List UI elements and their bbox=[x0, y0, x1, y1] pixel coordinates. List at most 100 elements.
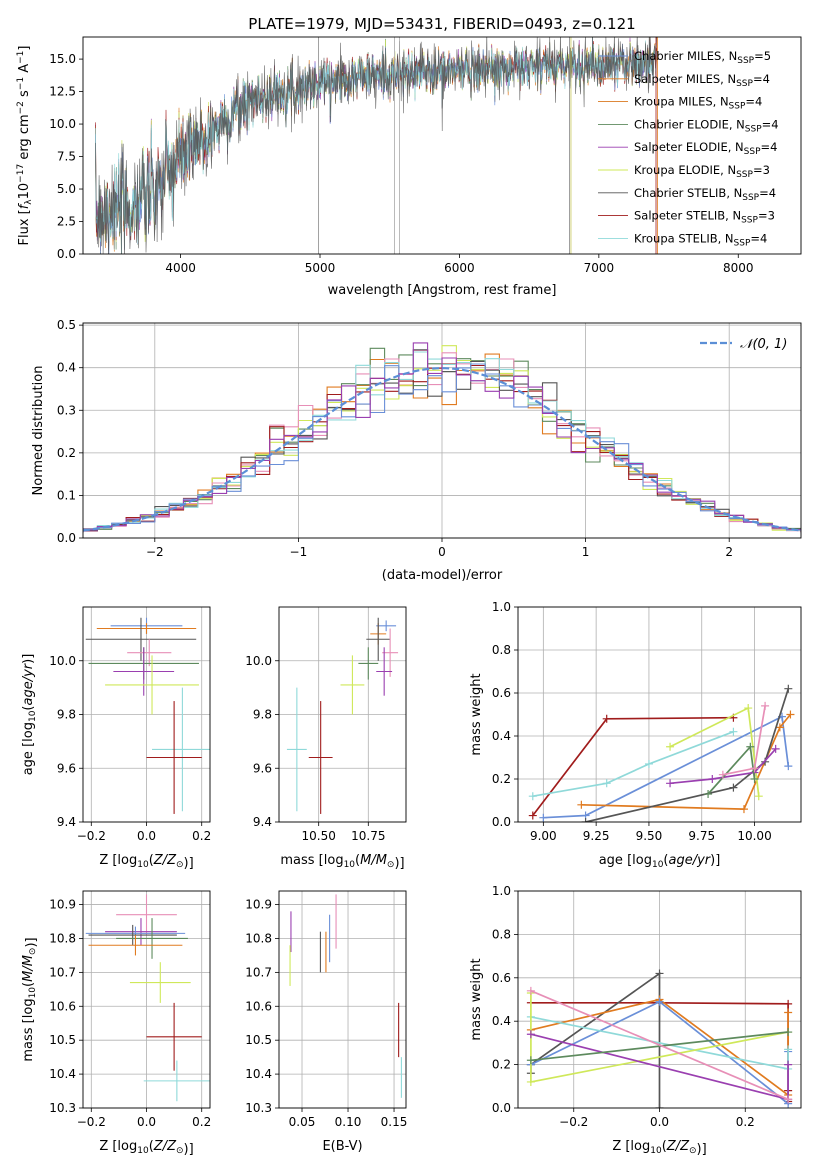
weight-marker-kroupa_elodie bbox=[526, 1077, 535, 1086]
y-tick-label: 10.6 bbox=[49, 999, 76, 1013]
y-tick-label: 0.5 bbox=[57, 318, 76, 332]
plot-area bbox=[526, 969, 793, 1108]
label-part: =4 bbox=[750, 231, 767, 245]
axes-frame bbox=[82, 322, 802, 539]
y-tick-label: 10.3 bbox=[245, 1101, 272, 1115]
label-part: SSP bbox=[734, 238, 751, 248]
x-tick-label: 9.50 bbox=[636, 829, 663, 843]
label-part: ⊙ bbox=[689, 1146, 697, 1156]
grid-lines bbox=[279, 891, 406, 1109]
y-tick-label: 0.4 bbox=[57, 361, 76, 375]
label-part: 10 bbox=[344, 860, 356, 870]
label-part: SSP bbox=[744, 147, 761, 157]
y-tick-label: 9.6 bbox=[253, 761, 272, 775]
z-mass-axes: −0.2 0.0 0.2 10.3 10.4 10.5 10.6 10.7 10.8 10.9 bbox=[49, 890, 211, 1129]
label-part: )] bbox=[697, 1142, 707, 1157]
plot-area bbox=[528, 684, 795, 822]
weight-marker-kroupa_stelib bbox=[528, 792, 537, 801]
weight-marker-pink bbox=[526, 986, 535, 995]
x-tick-label: 0.0 bbox=[650, 1115, 669, 1129]
y-tick-label: 0.0 bbox=[492, 815, 511, 829]
label-part: Salpeter ELODIE, N bbox=[634, 140, 744, 154]
weight-marker-salpeter_elodie bbox=[784, 1060, 793, 1069]
x-tick-label: 9.75 bbox=[688, 829, 715, 843]
label-part: M/M bbox=[21, 955, 36, 982]
label-part: Z/Z bbox=[153, 1139, 177, 1154]
label-part: ( bbox=[662, 1139, 667, 1154]
weight-marker-pink bbox=[761, 701, 770, 710]
plot-area bbox=[289, 894, 402, 1098]
age-weight-ylabel: mass weight bbox=[469, 673, 484, 755]
y-tick-label: 0.6 bbox=[492, 971, 511, 985]
weight-marker-chabrier_elodie bbox=[784, 1028, 793, 1037]
label-part: SSP bbox=[737, 56, 754, 66]
axes-frame bbox=[517, 890, 802, 1109]
weight-line-chabrier_stelib bbox=[585, 688, 790, 822]
weight-marker-salpeter_miles bbox=[784, 1008, 793, 1017]
label-part: ( bbox=[149, 1139, 154, 1154]
weight-marker-chabrier_stelib bbox=[784, 684, 793, 693]
x-tick-label: 7000 bbox=[584, 261, 615, 275]
z-weight-xlabel: Z [log10(Z/Z⊙)] bbox=[612, 1139, 706, 1157]
weight-marker-chabrier_miles bbox=[784, 762, 793, 771]
legend-entry-chabrier_elodie: Chabrier ELODIE, NSSP=4 bbox=[634, 117, 779, 134]
ebv-mass-axes: 0.05 0.10 0.15 10.3 10.4 10.5 10.6 10.7 10.8 10.9 bbox=[245, 890, 408, 1129]
gaussian-legend-label: 𝒩(0, 1) bbox=[740, 337, 787, 352]
z-age-xlabel: Z [log10(Z/Z⊙)] bbox=[99, 853, 193, 871]
label-part: Chabrier STELIB, N bbox=[634, 186, 742, 200]
label-part: 10 bbox=[137, 1146, 149, 1156]
weight-marker-kroupa_stelib bbox=[644, 759, 653, 768]
weight-line-kroupa_stelib bbox=[532, 730, 734, 798]
y-tick-label: 0.8 bbox=[492, 643, 511, 657]
weight-marker-salpeter_stelib bbox=[602, 714, 611, 723]
y-tick-label: 0.3 bbox=[57, 403, 76, 417]
gaussian-curve bbox=[83, 367, 801, 532]
y-tick-label: 0.8 bbox=[492, 927, 511, 941]
label-part: Z [log bbox=[612, 1139, 650, 1154]
x-tick-label: 9.25 bbox=[583, 829, 610, 843]
weight-marker-salpeter_elodie bbox=[708, 775, 717, 783]
label-part: 10 bbox=[28, 710, 38, 722]
spectrum-axes: 4000 5000 6000 7000 8000 0.0 2.5 5.0 7.5 10.0 12.5… bbox=[49, 36, 802, 275]
x-tick-label: 0.2 bbox=[192, 829, 211, 843]
label-part: Z [log bbox=[99, 853, 137, 868]
label-part: SSP bbox=[729, 102, 746, 112]
weight-marker-chabrier_miles bbox=[655, 997, 664, 1006]
x-tick-label: −0.2 bbox=[77, 1115, 106, 1129]
weight-line-salpeter_stelib bbox=[532, 716, 734, 817]
label-part: 10 bbox=[17, 183, 32, 200]
y-tick-label: 10.6 bbox=[245, 999, 272, 1013]
label-part: erg cm bbox=[17, 114, 32, 163]
spectrum-title: PLATE=1979, MJD=53431, FIBERID=0493, z=0… bbox=[248, 15, 635, 33]
label-part: M/M bbox=[360, 853, 387, 868]
x-tick-label: 0.15 bbox=[381, 1115, 408, 1129]
y-tick-label: 10.0 bbox=[49, 117, 76, 131]
weight-marker-chabrier_stelib bbox=[655, 969, 664, 978]
y-tick-label: 10.3 bbox=[49, 1101, 76, 1115]
label-part: =4 bbox=[745, 95, 762, 109]
label-part: )] bbox=[24, 937, 39, 947]
y-tick-label: 0.0 bbox=[57, 247, 76, 261]
plot-area bbox=[95, 37, 658, 254]
label-part: λ bbox=[24, 199, 34, 205]
x-tick-label: 10.00 bbox=[737, 829, 771, 843]
x-tick-label: 0.0 bbox=[137, 829, 156, 843]
weight-line-pink bbox=[530, 990, 789, 1101]
y-tick-label: 0.6 bbox=[492, 686, 511, 700]
x-tick-label: −0.2 bbox=[559, 1115, 588, 1129]
label-part: ( bbox=[21, 706, 36, 711]
y-tick-label: 0.4 bbox=[492, 729, 511, 743]
weight-marker-salpeter_stelib bbox=[784, 999, 793, 1008]
label-part: 10 bbox=[28, 987, 38, 999]
ebv-mass-xlabel: E(B-V) bbox=[322, 1139, 362, 1154]
weight-line-pink bbox=[722, 705, 766, 776]
y-tick-label: 10.4 bbox=[245, 1067, 272, 1081]
label-part: −17 bbox=[16, 164, 26, 183]
y-tick-label: 7.5 bbox=[57, 150, 76, 164]
y-tick-label: 1.0 bbox=[492, 884, 511, 898]
x-tick-label: 0.2 bbox=[736, 1115, 755, 1129]
spectrum-series-chabrier_stelib bbox=[95, 37, 658, 254]
y-tick-label: 0.0 bbox=[492, 1101, 511, 1115]
